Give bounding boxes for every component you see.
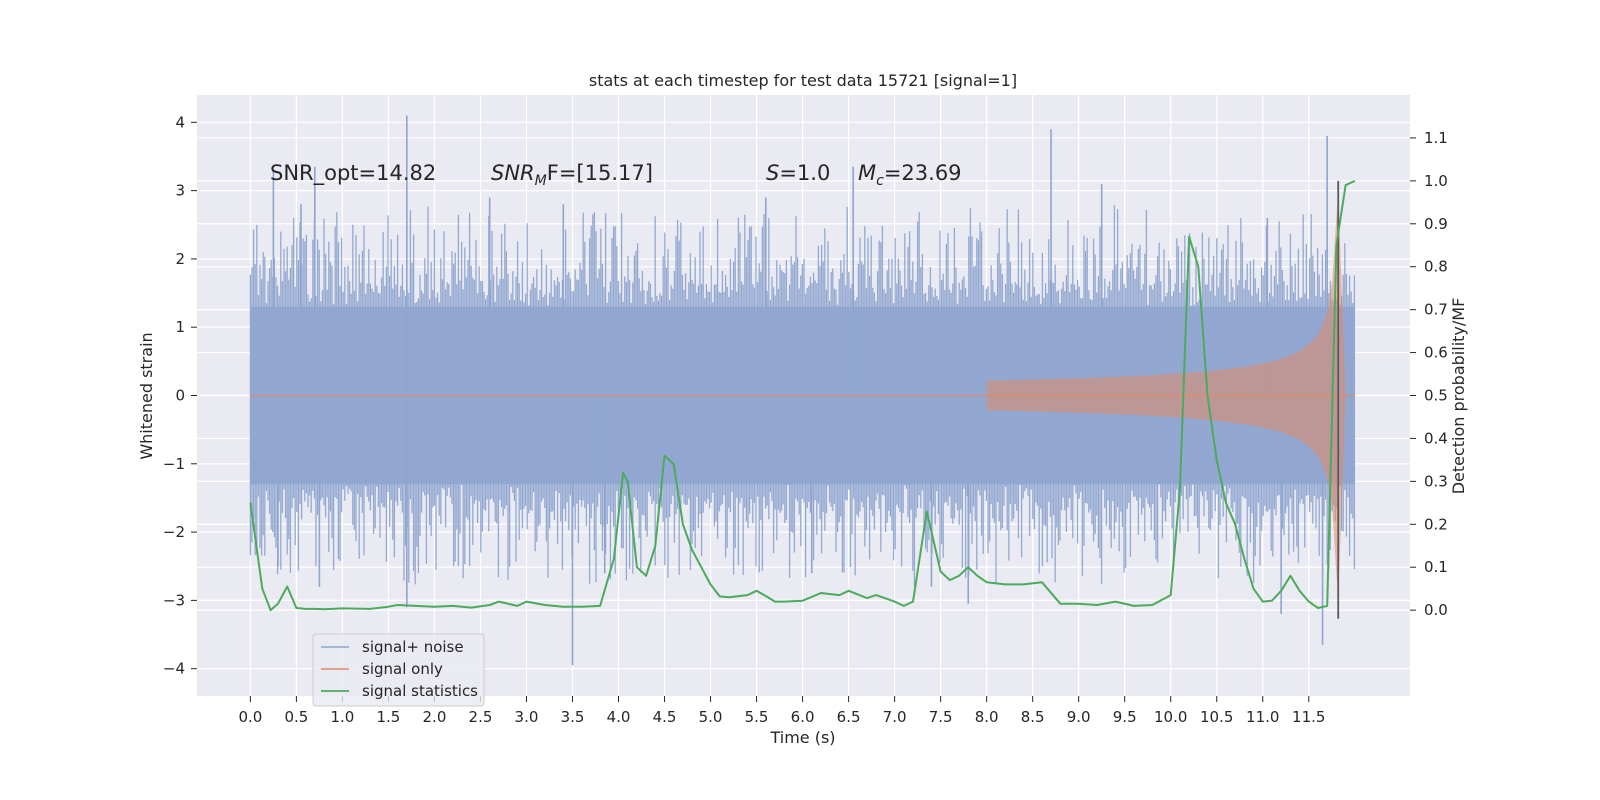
x-tick-label: 6.0	[791, 708, 815, 726]
x-tick-label: 2.5	[469, 708, 493, 726]
x-tick-label: 8.5	[1021, 708, 1045, 726]
y-tick-label: −1	[163, 455, 185, 473]
x-tick-label: 11.0	[1246, 708, 1279, 726]
legend-label-noise: signal+ noise	[362, 638, 464, 656]
x-tick-label: 0.5	[284, 708, 308, 726]
x-tick-label: 7.0	[883, 708, 907, 726]
annotation-snr-opt: SNR_opt=14.82	[270, 161, 436, 186]
y2-tick-label: 1.0	[1424, 172, 1448, 190]
plot-area	[197, 95, 1410, 696]
legend-label-stats: signal statistics	[362, 682, 478, 700]
annotation-snr-mf: SNRMF=[15.17]	[491, 161, 653, 189]
signal-statistics-series	[249, 179, 1356, 612]
s-symbol: S	[766, 161, 779, 185]
x-axis-ticks: 0.0 0.5 1.0 1.5 2.0 2.5 3.0 3.5 4.0 4.5 5.0 5.5 6.0 6…	[238, 696, 1325, 726]
s-value: =1.0	[779, 161, 830, 185]
y-tick-label: 3	[175, 182, 185, 200]
x-tick-label: 9.0	[1067, 708, 1091, 726]
x-tick-label: 6.5	[837, 708, 861, 726]
x-tick-label: 1.0	[330, 708, 354, 726]
mc-value: =23.69	[884, 161, 962, 185]
mc-subscript: c	[876, 173, 884, 189]
x-tick-label: 4.0	[607, 708, 631, 726]
x-tick-label: 1.5	[376, 708, 400, 726]
x-tick-label: 3.5	[561, 708, 585, 726]
y2-tick-label: 0.8	[1424, 258, 1448, 276]
legend-box	[312, 633, 485, 707]
x-tick-label: 10.0	[1154, 708, 1187, 726]
mc-symbol: M	[858, 161, 876, 185]
y-tick-label: 4	[175, 113, 185, 131]
right-y-axis-ticks: 1.1 1.0 0.9 0.8 0.7 0.6 0.5 0.4 0.3 0.2 0.1 0.0	[1410, 129, 1448, 619]
chart-title: stats at each timestep for test data 157…	[589, 71, 1017, 90]
y-axis-label: Whitened strain	[137, 332, 156, 459]
snr-mf-value: F=[15.17]	[547, 161, 653, 185]
x-axis-label: Time (s)	[769, 728, 835, 747]
annotations: SNR_opt=14.82 SNRMF=[15.17] S=1.0 Mc=23.…	[270, 161, 962, 189]
annotation-mc: Mc=23.69	[858, 161, 962, 189]
x-tick-label: 3.0	[515, 708, 539, 726]
y2-tick-label: 0.0	[1424, 601, 1448, 619]
x-tick-label: 8.0	[975, 708, 999, 726]
x-tick-label: 4.5	[653, 708, 677, 726]
y2-tick-label: 0.5	[1424, 387, 1448, 405]
x-tick-label: 7.5	[929, 708, 953, 726]
x-tick-label: 11.5	[1292, 708, 1325, 726]
snr-mf-symbol: SNR	[491, 161, 535, 185]
y-tick-label: 2	[175, 250, 185, 268]
y-tick-label: −3	[163, 591, 185, 609]
y-tick-label: −2	[163, 523, 185, 541]
y2-tick-label: 0.4	[1424, 429, 1448, 447]
y2-tick-label: 0.3	[1424, 472, 1448, 490]
signal-statistics-line	[249, 179, 1356, 612]
annotation-s: S=1.0	[766, 161, 830, 185]
legend: signal+ noise signal only signal statist…	[312, 633, 485, 707]
y2-tick-label: 1.1	[1424, 129, 1448, 147]
y2-tick-label: 0.2	[1424, 515, 1448, 533]
x-tick-label: 10.5	[1200, 708, 1233, 726]
x-tick-label: 2.0	[423, 708, 447, 726]
y-tick-label: 0	[175, 387, 185, 405]
signal-only-series	[250, 190, 1355, 601]
right-y-axis-label: Detection probability/MF	[1449, 298, 1468, 495]
x-tick-label: 5.0	[699, 708, 723, 726]
legend-label-signal: signal only	[362, 660, 443, 678]
y-tick-label: 1	[175, 318, 185, 336]
x-tick-label: 9.5	[1113, 708, 1137, 726]
snr-mf-subscript: M	[535, 173, 547, 189]
y-tick-label: −4	[163, 660, 185, 678]
x-tick-label: 0.0	[238, 708, 262, 726]
signal-envelope	[986, 190, 1346, 601]
y-axis-ticks: 4 3 2 1 0 −1 −2 −3 −4	[163, 113, 197, 678]
y2-tick-label: 0.7	[1424, 301, 1448, 319]
y2-tick-label: 0.6	[1424, 344, 1448, 362]
x-tick-label: 5.5	[745, 708, 769, 726]
y2-tick-label: 0.9	[1424, 215, 1448, 233]
y2-tick-label: 0.1	[1424, 558, 1448, 576]
